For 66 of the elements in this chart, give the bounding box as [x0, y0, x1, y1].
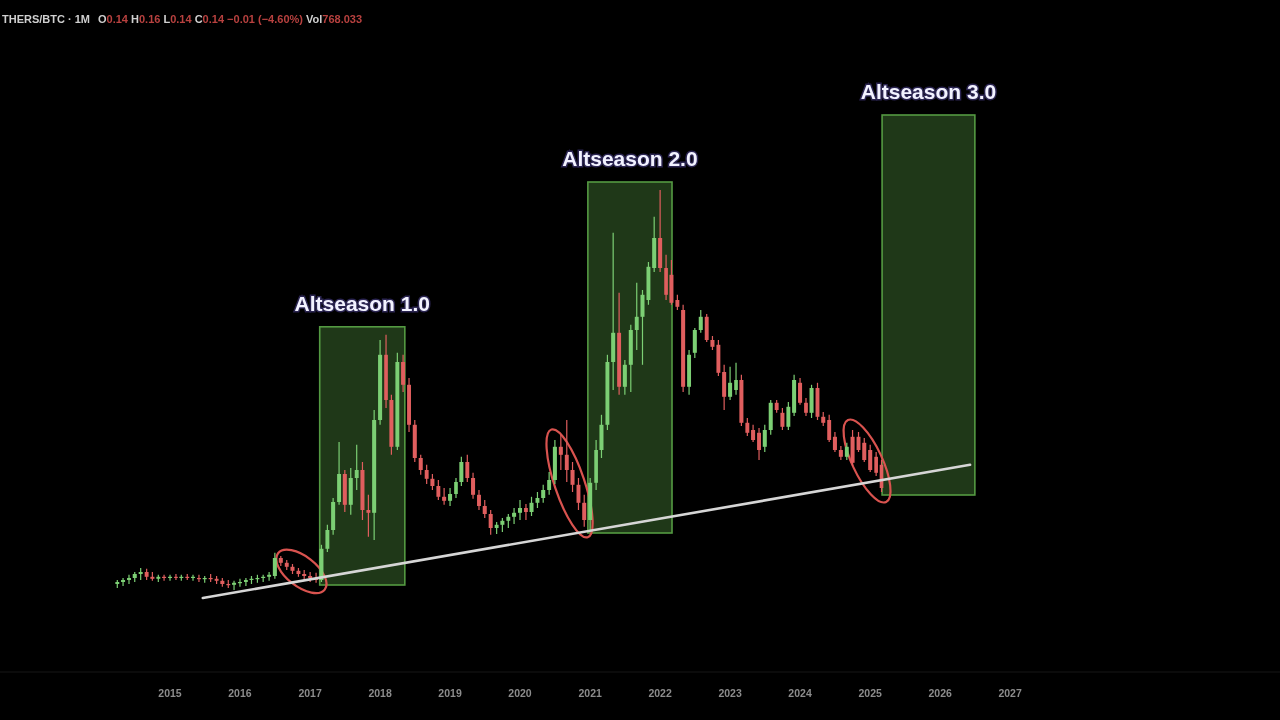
candlestick: [267, 571, 272, 582]
x-tick-label: 2025: [858, 687, 883, 699]
x-tick-label: 2027: [998, 687, 1022, 699]
candlestick: [517, 499, 523, 521]
candlestick: [832, 431, 837, 453]
candlestick: [477, 489, 481, 511]
candlestick: [127, 574, 131, 585]
candlestick: [582, 494, 587, 528]
candlestick: [698, 309, 703, 334]
candlestick: [827, 414, 832, 443]
candlestick: [121, 577, 126, 587]
text: O0.14 H0.16 L0.14 C0.14 −0.01 (−4.60%) Vol768.033: [98, 13, 363, 25]
band-label: Altseason 3.0: [860, 80, 997, 103]
candlestick: [244, 577, 248, 587]
candlestick: [692, 327, 697, 359]
x-tick-label: 2024: [788, 687, 812, 699]
candlestick: [757, 427, 761, 461]
candlestick: [570, 461, 575, 493]
band-label: Altseason 1.0: [294, 291, 430, 315]
candlestick: [354, 444, 359, 491]
candlestick: [558, 434, 563, 471]
candlestick: [436, 479, 441, 501]
candlestick: [471, 472, 476, 500]
candlestick: [862, 437, 867, 463]
candlestick: [442, 487, 447, 506]
candlestick: [762, 424, 767, 453]
candlestick: [734, 362, 738, 396]
candlestick: [728, 366, 733, 401]
x-tick-label: 2015: [158, 687, 182, 699]
x-tick-label: 2020: [508, 687, 532, 699]
candlestick: [780, 407, 785, 431]
candlestick: [325, 524, 330, 553]
candlestick: [524, 503, 528, 521]
candlestick: [564, 419, 569, 483]
candlestick: [634, 282, 639, 351]
candlestick: [488, 509, 493, 536]
candlestick: [174, 573, 178, 581]
candlestick: [424, 464, 429, 485]
candlestick: [454, 477, 458, 499]
chart-title: THERS/BTC · 1M: [2, 13, 90, 25]
x-tick-label: 2019: [438, 687, 462, 699]
candlestick: [547, 471, 552, 496]
candlestick: [868, 444, 873, 473]
candlestick: [272, 552, 277, 580]
candlestick: [366, 494, 371, 538]
candlestick: [465, 454, 470, 483]
candlestick: [704, 313, 709, 343]
x-tick-label: 2026: [928, 687, 952, 699]
candlestick: [459, 456, 464, 487]
candlestick: [798, 377, 803, 406]
x-tick-label: 2021: [578, 687, 602, 699]
candlestick: [401, 354, 406, 393]
x-tick-label: 2016: [228, 687, 252, 699]
candlestick: [418, 454, 423, 476]
candlestick: [874, 451, 878, 477]
x-tick-label: 2022: [648, 687, 672, 699]
candlestick: [448, 487, 453, 507]
x-tick-label: 2018: [368, 687, 392, 699]
candlestick: [786, 401, 791, 431]
band-label: Altseason 2.0: [562, 147, 698, 170]
candlestick: [512, 507, 517, 525]
candlestick: [232, 580, 237, 591]
candlestick: [622, 359, 627, 396]
x-tick-label: 2023: [718, 687, 742, 699]
candlestick: [529, 496, 534, 517]
x-tick-label: 2017: [298, 687, 322, 699]
